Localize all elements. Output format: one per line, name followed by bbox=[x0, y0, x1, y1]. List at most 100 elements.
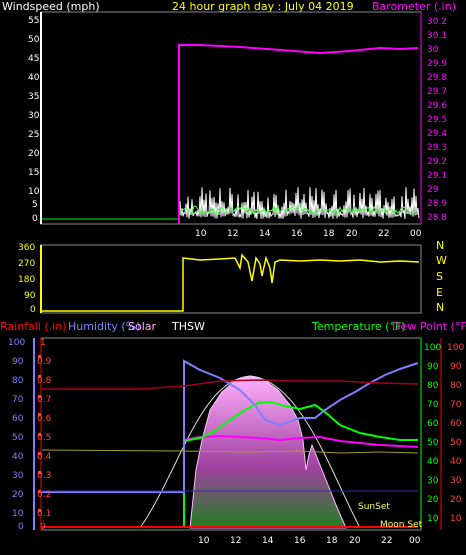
rain-tick: 0.8 bbox=[37, 376, 52, 386]
rain-tick: 0.6 bbox=[37, 414, 52, 424]
rain-tick: 0.7 bbox=[37, 395, 52, 405]
thsw-label: THSW bbox=[172, 320, 205, 333]
hum-tick: 10 bbox=[12, 509, 24, 519]
baro-tick: 28.8 bbox=[427, 213, 448, 223]
baro-tick: 30.2 bbox=[427, 17, 448, 27]
hum-tick: 20 bbox=[12, 490, 24, 500]
thsw-series bbox=[42, 379, 419, 390]
dew-tick: 70 bbox=[450, 400, 462, 410]
dew-tick: 100 bbox=[447, 343, 465, 353]
rainfall-label: Rainfall (.in) bbox=[0, 320, 67, 333]
rain-tick: 0 bbox=[40, 522, 46, 532]
wind-tick: 45 bbox=[28, 54, 40, 64]
temp-tick: 70 bbox=[427, 400, 439, 410]
windspeed-series bbox=[179, 187, 420, 220]
sunset-label: SunSet bbox=[358, 502, 390, 512]
baro-tick: 29 bbox=[427, 185, 439, 195]
moonset-label: Moon Set bbox=[380, 520, 423, 530]
hum-tick: 30 bbox=[12, 471, 24, 481]
baro-tick: 30 bbox=[427, 45, 439, 55]
x-tick: 00 bbox=[410, 229, 422, 239]
barometer-label: Barometer (.in) bbox=[372, 0, 456, 13]
barometer-line bbox=[178, 44, 419, 224]
x-tick: 20 bbox=[349, 536, 361, 546]
rain-tick: 0.3 bbox=[37, 471, 52, 481]
hum-tick: 80 bbox=[12, 376, 24, 386]
wind-tick: 10 bbox=[28, 187, 40, 197]
rain-tick: 0.5 bbox=[37, 433, 52, 443]
temp-tick: 90 bbox=[427, 362, 439, 372]
temperature-label: Temperature (°F) bbox=[312, 320, 406, 333]
baro-tick: 29.9 bbox=[427, 59, 448, 69]
dew-tick: 90 bbox=[450, 362, 462, 372]
baro-tick: 29.3 bbox=[427, 143, 448, 153]
solar-label: Solar bbox=[128, 320, 157, 333]
windspeed-label: Windspeed (mph) bbox=[2, 0, 100, 13]
temp-tick: 20 bbox=[427, 495, 439, 505]
thsw-markers bbox=[38, 355, 41, 512]
wind-tick: 0 bbox=[32, 214, 38, 224]
x-tick: 20 bbox=[346, 229, 358, 239]
x-tick: 22 bbox=[378, 229, 390, 239]
wind-tick: 20 bbox=[28, 149, 40, 159]
baro-tick: 29.4 bbox=[427, 129, 448, 139]
baro-tick: 29.2 bbox=[427, 157, 448, 167]
dew-tick: 40 bbox=[450, 457, 462, 467]
wind-tick: 25 bbox=[28, 130, 40, 140]
compass-e: E bbox=[436, 286, 443, 299]
x-tick: 00 bbox=[409, 536, 421, 546]
x-tick: 12 bbox=[227, 229, 239, 239]
wind-tick: 55 bbox=[28, 16, 40, 26]
temp-tick: 50 bbox=[427, 438, 439, 448]
wind-tick: 5 bbox=[32, 200, 38, 210]
direction-series bbox=[42, 253, 420, 312]
graph-title: 24 hour graph day : July 04 2019 bbox=[172, 0, 354, 13]
humidity-series bbox=[42, 359, 419, 493]
dew-tick: 80 bbox=[450, 381, 462, 391]
rain-tick: 0.4 bbox=[37, 452, 52, 462]
baro-tick: 30.1 bbox=[427, 31, 448, 41]
x-tick: 10 bbox=[195, 229, 207, 239]
baro-tick: 29.1 bbox=[427, 171, 448, 181]
x-tick: 18 bbox=[323, 229, 335, 239]
hum-tick: 50 bbox=[12, 433, 24, 443]
baro-tick: 29.8 bbox=[427, 73, 448, 83]
temp-tick: 60 bbox=[427, 419, 439, 429]
hum-tick: 60 bbox=[12, 414, 24, 424]
x-tick: 14 bbox=[262, 536, 274, 546]
dir-tick: 90 bbox=[24, 291, 36, 301]
hum-tick: 100 bbox=[8, 338, 26, 348]
wind-tick: 35 bbox=[28, 92, 40, 102]
wind-tick: 15 bbox=[28, 168, 40, 178]
compass-w: W bbox=[436, 254, 447, 267]
x-tick: 14 bbox=[259, 229, 271, 239]
rain-tick: 0.2 bbox=[37, 490, 52, 500]
rain-tick: 0.9 bbox=[37, 357, 52, 367]
dew-tick: 60 bbox=[450, 419, 462, 429]
hum-tick: 40 bbox=[12, 452, 24, 462]
temperature-series bbox=[183, 400, 418, 528]
solar-line bbox=[41, 449, 419, 454]
temp-tick: 100 bbox=[424, 343, 442, 353]
baro-tick: 29.6 bbox=[427, 101, 448, 111]
rain-tick: 1 bbox=[40, 338, 46, 348]
temp-tick: 80 bbox=[427, 381, 439, 391]
dir-tick: 0 bbox=[30, 305, 36, 315]
dir-tick: 180 bbox=[18, 275, 36, 285]
dir-tick: 270 bbox=[18, 259, 36, 269]
x-tick: 16 bbox=[291, 229, 303, 239]
dew-tick: 50 bbox=[450, 438, 462, 448]
compass-n: N bbox=[436, 239, 445, 252]
hum-tick: 0 bbox=[18, 522, 24, 532]
baro-tick: 28.9 bbox=[427, 199, 448, 209]
hum-tick: 70 bbox=[12, 395, 24, 405]
x-tick: 10 bbox=[198, 536, 210, 546]
baro-tick: 29.5 bbox=[427, 115, 448, 125]
wind-tick: 40 bbox=[28, 73, 40, 83]
dew-tick: 20 bbox=[450, 495, 462, 505]
hum-tick: 90 bbox=[12, 357, 24, 367]
dew-tick: 10 bbox=[450, 514, 462, 524]
baro-tick: 29.7 bbox=[427, 87, 448, 97]
temp-tick: 10 bbox=[427, 514, 439, 524]
